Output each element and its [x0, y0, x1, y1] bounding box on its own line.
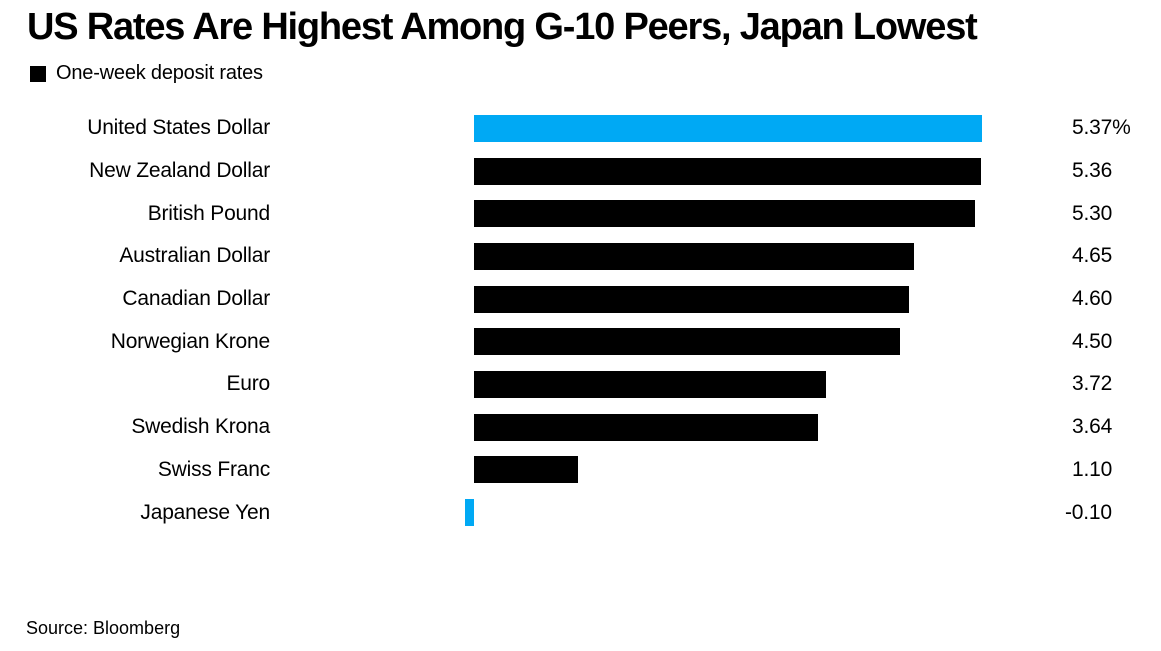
chart-title: US Rates Are Highest Among G-10 Peers, J…: [27, 6, 978, 48]
chart-row: Euro 3.72: [0, 363, 1161, 406]
chart-row: Norwegian Krone 4.50: [0, 320, 1161, 363]
bar: [474, 328, 900, 356]
value-label: 5.30: [1072, 201, 1113, 225]
bar: [474, 285, 910, 313]
category-label: Euro: [226, 372, 270, 396]
chart-row: United States Dollar 5.37%: [0, 107, 1161, 150]
category-label: New Zealand Dollar: [89, 159, 270, 183]
value-label: 5.37%: [1072, 116, 1131, 140]
value-label: 4.50: [1072, 329, 1113, 353]
chart-row: British Pound 5.30: [0, 192, 1161, 235]
chart-rows: United States Dollar 5.37% New Zealand Dol…: [0, 107, 1161, 534]
chart-row: Australian Dollar 4.65: [0, 235, 1161, 278]
category-label: British Pound: [147, 201, 271, 225]
value-label: 1.10: [1072, 457, 1113, 481]
category-label: Swedish Krona: [131, 415, 270, 439]
category-label: Australian Dollar: [119, 244, 270, 268]
bar: [474, 456, 579, 484]
chart-row: Swedish Krona 3.64: [0, 406, 1161, 449]
chart-row: Japanese Yen -0.10: [0, 491, 1161, 534]
bar: [474, 114, 982, 142]
value-label: 4.60: [1072, 287, 1113, 311]
bar: [474, 200, 976, 228]
value-label: -0.10: [1065, 500, 1112, 524]
category-label: Swiss Franc: [157, 457, 270, 481]
bar: [474, 157, 982, 185]
value-label: 3.64: [1072, 415, 1113, 439]
chart-row: Swiss Franc 1.10: [0, 449, 1161, 492]
value-label: 4.65: [1072, 244, 1113, 268]
bar: [474, 413, 819, 441]
chart-row: New Zealand Dollar 5.36: [0, 150, 1161, 193]
legend: One-week deposit rates: [30, 62, 263, 85]
legend-swatch-icon: [30, 65, 46, 82]
bar: [474, 242, 914, 270]
chart-row: Canadian Dollar 4.60: [0, 278, 1161, 321]
category-label: Norwegian Krone: [110, 329, 270, 353]
category-label: Canadian Dollar: [122, 287, 270, 311]
legend-label: One-week deposit rates: [56, 62, 263, 84]
source-attribution: Source: Bloomberg: [26, 618, 181, 638]
bar: [464, 499, 474, 527]
category-label: Japanese Yen: [140, 500, 270, 524]
category-label: United States Dollar: [87, 116, 270, 140]
value-label: 3.72: [1072, 372, 1113, 396]
bar: [474, 370, 826, 398]
value-label: 5.36: [1072, 159, 1113, 183]
